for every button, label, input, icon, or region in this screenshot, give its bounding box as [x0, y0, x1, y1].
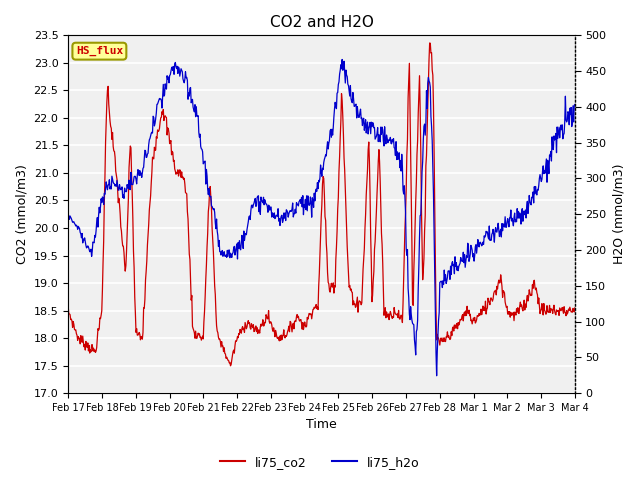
Legend: li75_co2, li75_h2o: li75_co2, li75_h2o	[215, 451, 425, 474]
li75_co2	[426, 40, 433, 46]
li75_co2	[227, 363, 234, 369]
Line: li75_h2o: li75_h2o	[68, 60, 575, 376]
li75_co2	[95, 325, 103, 331]
li75_h2o	[450, 262, 458, 267]
li75_h2o	[388, 141, 396, 147]
Y-axis label: H2O (mmol/m3): H2O (mmol/m3)	[612, 164, 625, 264]
li75_h2o	[359, 117, 367, 122]
Line: li75_co2: li75_co2	[68, 43, 575, 366]
li75_h2o	[502, 224, 509, 230]
li75_co2	[359, 266, 367, 272]
li75_co2	[571, 305, 579, 311]
li75_h2o	[64, 211, 72, 217]
li75_h2o	[571, 102, 579, 108]
li75_co2	[502, 302, 509, 308]
li75_co2	[388, 313, 396, 319]
Title: CO2 and H2O: CO2 and H2O	[269, 15, 374, 30]
li75_h2o	[372, 133, 380, 139]
li75_co2	[372, 208, 380, 214]
X-axis label: Time: Time	[306, 419, 337, 432]
li75_co2	[450, 328, 458, 334]
li75_co2	[64, 303, 72, 309]
Text: HS_flux: HS_flux	[76, 46, 123, 56]
li75_h2o	[339, 57, 346, 62]
Y-axis label: CO2 (mmol/m3): CO2 (mmol/m3)	[15, 164, 28, 264]
li75_h2o	[95, 204, 103, 210]
li75_h2o	[433, 373, 440, 379]
